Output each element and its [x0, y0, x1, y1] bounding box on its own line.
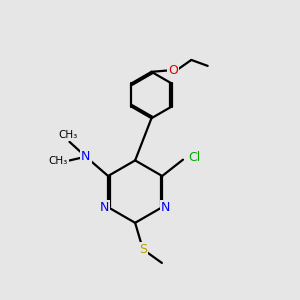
- Text: CH₃: CH₃: [49, 156, 68, 166]
- Text: Cl: Cl: [188, 151, 201, 164]
- Text: N: N: [161, 201, 170, 214]
- Text: N: N: [100, 201, 109, 214]
- Text: O: O: [168, 64, 178, 77]
- Text: S: S: [139, 243, 147, 256]
- Text: CH₃: CH₃: [58, 130, 78, 140]
- Text: N: N: [81, 150, 91, 163]
